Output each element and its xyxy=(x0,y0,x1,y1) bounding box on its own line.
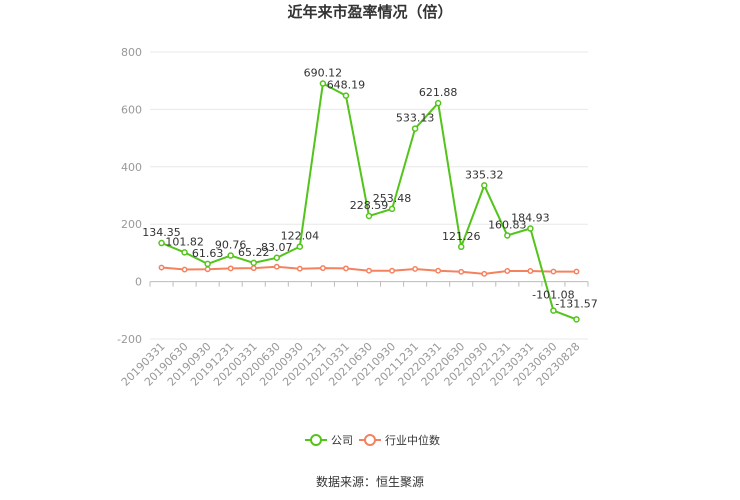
data-point[interactable] xyxy=(527,225,534,232)
legend-marker-industry-median xyxy=(364,434,376,446)
data-source: 数据来源：恒生聚源 xyxy=(316,474,424,489)
grid xyxy=(150,51,588,340)
data-point[interactable] xyxy=(504,268,511,274)
data-point[interactable] xyxy=(296,265,303,272)
data-point[interactable] xyxy=(366,267,372,274)
data-point[interactable] xyxy=(250,259,257,267)
data-point[interactable] xyxy=(319,80,327,87)
data-label: 690.12 xyxy=(304,67,343,80)
data-label: 533.13 xyxy=(396,112,435,125)
data-point[interactable] xyxy=(481,182,488,189)
data-point[interactable] xyxy=(504,232,511,239)
y-tick-label: 200 xyxy=(121,218,142,231)
series-points xyxy=(158,80,580,323)
data-point[interactable] xyxy=(204,260,211,268)
legend: 公司 行业中位数 xyxy=(305,433,440,447)
data-point[interactable] xyxy=(388,205,396,213)
data-label: -131.57 xyxy=(555,297,597,310)
data-point[interactable] xyxy=(457,243,465,251)
data-point[interactable] xyxy=(458,268,465,275)
data-point[interactable] xyxy=(434,99,442,107)
data-label: 90.76 xyxy=(215,239,247,252)
legend-item-industry-median[interactable]: 行业中位数 xyxy=(359,433,440,447)
data-point[interactable] xyxy=(481,270,488,277)
data-label: 121.26 xyxy=(442,230,481,243)
data-label: 621.88 xyxy=(419,86,458,99)
legend-label-company: 公司 xyxy=(331,434,353,447)
y-tick-label: 400 xyxy=(121,161,142,174)
data-label: 160.83 xyxy=(488,218,527,231)
data-point[interactable] xyxy=(389,267,396,274)
data-point[interactable] xyxy=(227,252,234,259)
data-point[interactable] xyxy=(365,212,373,220)
data-label: 134.35 xyxy=(142,226,181,239)
y-tick-label: 800 xyxy=(121,46,142,59)
legend-label-industry-median: 行业中位数 xyxy=(385,433,440,447)
data-label: 228.59 xyxy=(350,199,389,212)
data-label: 335.32 xyxy=(465,168,504,181)
y-axis-ticks: 800 600 400 200 0 -200 xyxy=(117,46,142,346)
data-point[interactable] xyxy=(250,265,257,272)
data-label: 83.07 xyxy=(261,241,293,254)
chart-title: 近年来市盈率情况（倍） xyxy=(287,3,452,21)
data-label: 253.48 xyxy=(373,192,412,205)
data-point[interactable] xyxy=(573,268,580,275)
data-label: -101.08 xyxy=(532,289,574,302)
legend-item-company[interactable]: 公司 xyxy=(305,434,353,447)
data-point[interactable] xyxy=(411,125,419,132)
data-point[interactable] xyxy=(550,268,557,275)
data-point[interactable] xyxy=(296,243,304,250)
data-point[interactable] xyxy=(573,316,580,323)
data-point[interactable] xyxy=(412,266,419,272)
data-label: 65.22 xyxy=(238,246,270,259)
legend-marker-company xyxy=(310,434,322,446)
data-point[interactable] xyxy=(204,266,211,273)
data-point[interactable] xyxy=(319,265,326,272)
data-label: 184.93 xyxy=(511,212,550,225)
data-point[interactable] xyxy=(158,264,165,271)
y-tick-label: -200 xyxy=(117,333,142,346)
data-label: 61.63 xyxy=(192,247,224,260)
data-point[interactable] xyxy=(181,249,188,256)
y-tick-label: 0 xyxy=(135,276,142,289)
data-point[interactable] xyxy=(181,266,188,273)
data-point[interactable] xyxy=(273,254,281,262)
data-label: 101.82 xyxy=(165,235,204,248)
data-point[interactable] xyxy=(342,92,350,99)
data-point[interactable] xyxy=(527,268,534,274)
data-point[interactable] xyxy=(273,263,280,270)
x-axis-ticks: 2019033120190630201909302019123120200331… xyxy=(119,281,589,389)
data-point[interactable] xyxy=(342,265,349,272)
data-label: 122.04 xyxy=(281,230,320,243)
data-point[interactable] xyxy=(550,307,557,314)
data-point[interactable] xyxy=(227,265,234,272)
y-tick-label: 600 xyxy=(121,103,142,116)
data-point[interactable] xyxy=(435,267,442,274)
data-point[interactable] xyxy=(158,239,165,247)
data-label: 648.19 xyxy=(327,79,366,92)
